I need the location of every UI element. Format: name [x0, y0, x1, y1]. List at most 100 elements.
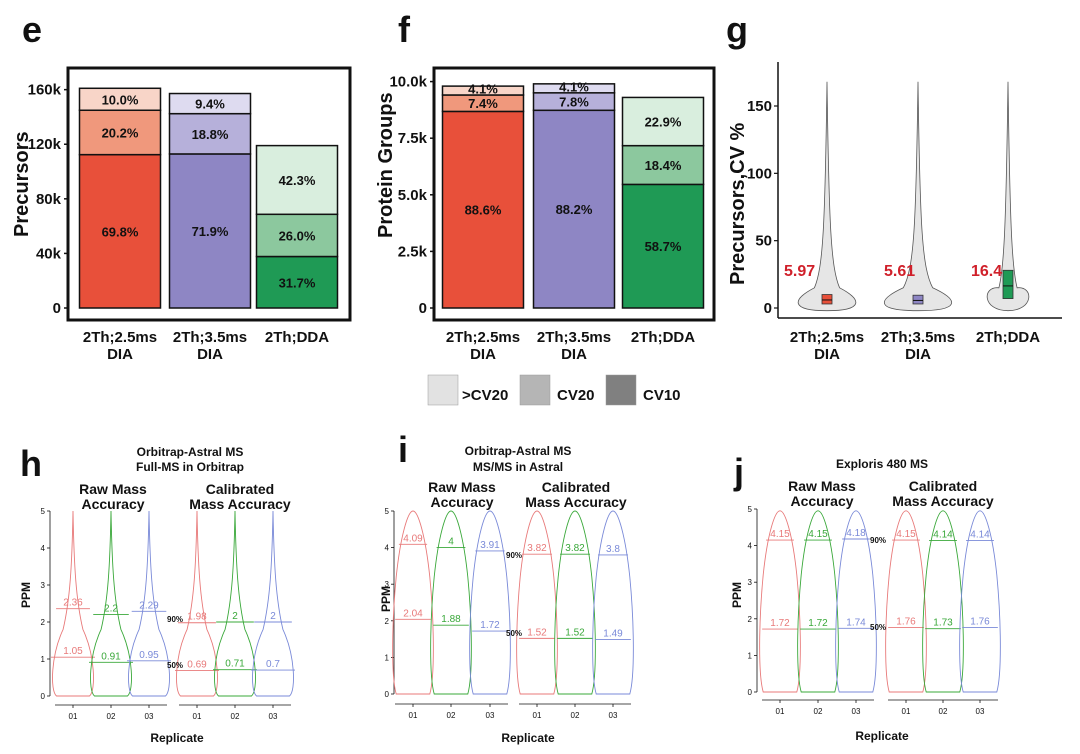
- f-bar-label: 7.8%: [559, 95, 589, 110]
- g-median-label: 5.61: [884, 263, 915, 280]
- h-p90-marker: 90%: [167, 615, 183, 624]
- j-p90-label: 4.18: [846, 528, 866, 539]
- h-p50-label: 0.95: [139, 650, 159, 661]
- f-bar-label: 88.6%: [465, 203, 502, 218]
- h-xtick-label: 02: [107, 712, 116, 721]
- h-xtick-label: 03: [269, 712, 278, 721]
- e-bar-gt-cv20: [78, 87, 162, 112]
- panel-j: Exploris 480 MS Raw Mass Accuracy Calibr…: [730, 457, 1001, 743]
- j-group1-line2: Accuracy: [790, 493, 853, 509]
- i-violin: [430, 510, 472, 695]
- h-xtick-label: 01: [69, 712, 78, 721]
- f-cat-label-2: DIA: [561, 346, 587, 363]
- i-ytick-label: 1: [385, 653, 390, 662]
- i-p50-label: 1.52: [565, 627, 585, 638]
- panel-label-i: i: [398, 429, 408, 470]
- g-cat-label: 2Th;2.5ms: [790, 329, 864, 346]
- g-median-label: 5.97: [784, 263, 815, 280]
- e-bar-label: 31.7%: [279, 275, 316, 290]
- i-title-1: Orbitrap-Astral MS: [465, 444, 572, 458]
- i-p50-label: 1.72: [480, 620, 500, 631]
- j-p90-label: 4.15: [770, 529, 790, 540]
- panel-label-j: j: [733, 451, 744, 492]
- f-cat-label-2: DIA: [470, 346, 496, 363]
- h-violin: [252, 510, 294, 697]
- j-p50-label: 1.72: [770, 618, 790, 629]
- f-bar-label: 58.7%: [645, 239, 682, 254]
- i-xtick-label: 02: [447, 711, 456, 720]
- h-group2-line2: Mass Accuracy: [189, 496, 291, 512]
- g-box: [1002, 269, 1014, 299]
- f-bar-gt-cv20: [441, 85, 525, 96]
- panel-f: Protein Groups 0 2.5k 5.0k 7.5k 10.0k 88.6% 7…: [375, 66, 716, 363]
- j-violin: [922, 510, 964, 693]
- i-group1-line1: Raw Mass: [428, 479, 496, 495]
- h-p90-label: 2.29: [139, 600, 159, 611]
- h-ytick-label: 2: [41, 618, 46, 627]
- e-cat-label-2: DIA: [107, 346, 133, 363]
- e-bar-cv10: [168, 153, 252, 309]
- f-bar-label: 22.9%: [645, 115, 682, 130]
- e-bar-cv20: [78, 109, 162, 156]
- j-group2-line2: Mass Accuracy: [892, 493, 994, 509]
- j-xtick-label: 02: [814, 707, 823, 716]
- i-p90-label: 3.82: [527, 543, 547, 554]
- i-ytick-label: 0: [385, 690, 390, 699]
- i-p50-label: 1.49: [603, 628, 623, 639]
- i-ytick-label: 3: [385, 580, 390, 589]
- h-p50-marker: 50%: [167, 661, 183, 670]
- e-bar-label: 26.0%: [279, 228, 316, 243]
- h-ytick-label: 3: [41, 581, 46, 590]
- j-violin: [759, 510, 801, 693]
- panel-label-g: g: [726, 9, 748, 50]
- i-xtick-label: 03: [486, 711, 495, 720]
- legend-label-cv10: CV10: [643, 387, 681, 404]
- j-p90-label: 4.14: [933, 529, 953, 540]
- h-violin: [176, 510, 218, 697]
- i-p90-label: 4: [448, 537, 454, 548]
- h-ytick-label: 0: [41, 692, 46, 701]
- j-p50-label: 1.73: [933, 618, 953, 629]
- h-title-1: Orbitrap-Astral MS: [137, 445, 244, 459]
- j-p90-marker: 90%: [870, 536, 886, 545]
- i-violin: [392, 510, 434, 695]
- i-p90-label: 4.09: [403, 533, 423, 544]
- i-group2-line2: Mass Accuracy: [525, 494, 627, 510]
- j-xtick-label: 01: [776, 707, 785, 716]
- e-bar-gt-cv20: [255, 144, 339, 216]
- g-ytick-label: 50: [755, 233, 772, 250]
- e-ytick-label: 160k: [28, 82, 62, 99]
- j-xtick-label: 03: [976, 707, 985, 716]
- e-ytick-label: 40k: [36, 245, 62, 262]
- j-p90-label: 4.15: [808, 529, 828, 540]
- e-cat-label: 2Th;DDA: [265, 329, 329, 346]
- j-group1-line1: Raw Mass: [788, 478, 856, 494]
- j-violin: [835, 510, 877, 693]
- i-title-2: MS/MS in Astral: [473, 460, 563, 474]
- h-group1-line1: Raw Mass: [79, 481, 147, 497]
- h-violin: [90, 510, 132, 697]
- e-bar-gt-cv20: [168, 92, 252, 115]
- panel-e: Precursors 0 40k 80k 120k 160k 69.8% 20.2% 10.…: [11, 66, 352, 363]
- i-p50-label: 1.88: [441, 614, 461, 625]
- j-p50-label: 1.74: [846, 617, 866, 628]
- j-ytick-label: 5: [748, 505, 753, 514]
- g-violin: [884, 81, 952, 312]
- h-ytick-label: 5: [41, 507, 46, 516]
- j-xlabel: Replicate: [855, 729, 909, 743]
- g-cat-label: 2Th;3.5ms: [881, 329, 955, 346]
- j-p50-label: 1.76: [970, 617, 990, 628]
- f-ytick-label: 5.0k: [398, 187, 428, 204]
- panel-g: Precursors,CV % 0 50 100 150 5.97 5.61 16.4 2…: [727, 62, 1062, 363]
- f-cat-label: 2Th;2.5ms: [446, 329, 520, 346]
- h-p90-label: 2.2: [104, 604, 118, 615]
- h-group1-line2: Accuracy: [81, 496, 144, 512]
- h-xtick-label: 02: [231, 712, 240, 721]
- legend-swatch-cv10: [605, 374, 637, 406]
- i-ylabel: PPM: [379, 586, 393, 612]
- legend-swatch-cv20: [519, 374, 551, 406]
- legend-label-gt-cv20: >CV20: [462, 387, 508, 404]
- g-median-label: 16.4: [971, 263, 1002, 280]
- j-p50-marker: 50%: [870, 623, 886, 632]
